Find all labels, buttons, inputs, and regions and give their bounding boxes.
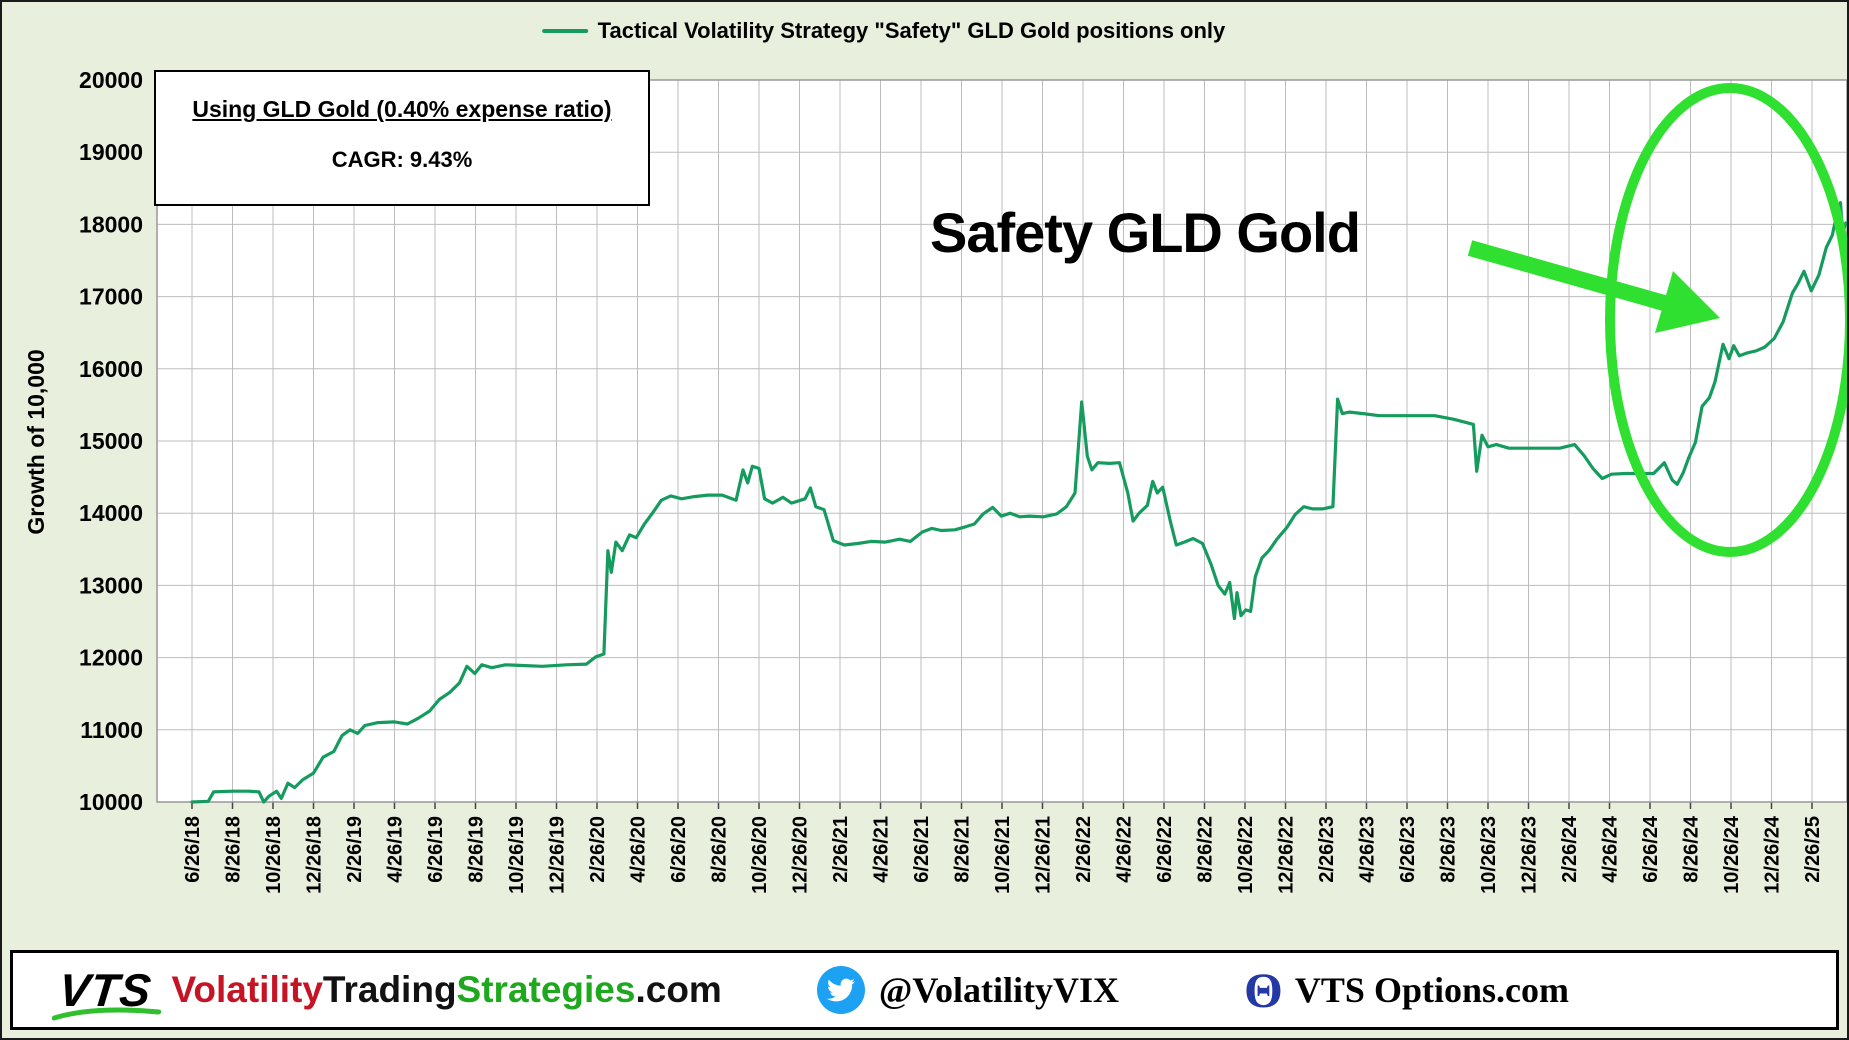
safety-gld-callout: Safety GLD Gold [930,201,1361,264]
x-tick-label: 2/26/19 [344,816,366,883]
y-tick-label: 19000 [79,139,143,165]
x-tick-label: 8/26/18 [223,816,245,883]
x-tick-label: 2/26/22 [1073,816,1095,883]
x-tick-label: 4/26/23 [1357,816,1379,883]
y-tick-label: 12000 [79,645,143,671]
x-tick-label: 12/26/23 [1519,816,1541,894]
y-tick-label: 20000 [79,67,143,93]
footer-bar: VTS VolatilityTradingStrategies.com @Vol… [10,950,1839,1030]
x-tick-label: 12/26/19 [547,816,569,894]
y-tick-label: 13000 [79,572,143,598]
twitter-link-group[interactable]: @VolatilityVIX [816,966,1119,1014]
y-tick-label: 15000 [79,428,143,454]
y-tick-label: 14000 [79,500,143,526]
x-tick-label: 4/26/22 [1114,816,1136,883]
theta-icon: Θ [1244,962,1283,1018]
site-name-dotcom: .com [635,969,722,1010]
twitter-icon [816,966,865,1014]
x-tick-label: 6/26/21 [911,816,933,883]
options-site-label: VTS Options.com [1294,970,1569,1010]
twitter-handle: @VolatilityVIX [878,970,1119,1010]
x-tick-label: 2/26/23 [1316,816,1338,883]
x-tick-label: 6/26/22 [1154,816,1176,883]
annotation-arrow-head [1655,271,1720,333]
legend-label: Tactical Volatility Strategy "Safety" GL… [597,18,1226,43]
twitter-bird-icon [826,978,855,1002]
plot-border [156,79,1847,803]
vts-logo: VTS [51,964,162,1021]
x-tick-label: 2/26/20 [587,816,609,883]
x-tick-label: 12/26/22 [1276,816,1298,894]
site-name-volatility: Volatility [171,969,323,1010]
site-name-link[interactable]: VolatilityTradingStrategies.com [171,969,721,1011]
strategy-info-box: Using GLD Gold (0.40% expense ratio) CAG… [154,70,650,206]
x-tick-label: 4/26/24 [1600,815,1622,883]
y-tick-label: 10000 [79,789,143,815]
x-tick-label: 10/26/21 [992,816,1014,894]
y-axis-title: Growth of 10,000 [23,349,49,534]
highlight-ellipse [1605,83,1847,557]
x-tick-label: 2/26/21 [830,816,852,883]
x-tick-label: 12/26/24 [1762,815,1784,894]
info-box-title: Using GLD Gold (0.40% expense ratio) [192,96,612,122]
y-tick-label: 16000 [79,356,143,382]
x-tick-label: 8/26/24 [1681,815,1703,883]
x-tick-label: 10/26/20 [749,816,771,894]
x-tick-label: 4/26/19 [385,816,407,883]
x-tick-label: 6/26/23 [1397,816,1419,883]
x-tick-label: 2/26/24 [1559,815,1581,883]
x-tick-label: 4/26/21 [871,816,893,883]
x-tick-label: 8/26/23 [1438,816,1460,883]
info-box-cagr: CAGR: 9.43% [331,147,473,172]
y-tick-label: 17000 [79,284,143,310]
x-tick-label: 12/26/20 [790,816,812,894]
x-tick-label: 10/26/22 [1235,816,1257,894]
x-tick-label: 4/26/20 [628,816,650,883]
x-tick-label: 6/26/18 [182,816,204,883]
x-tick-label: 10/26/19 [506,816,528,894]
x-tick-label: 8/26/22 [1195,816,1217,883]
x-tick-label: 6/26/24 [1640,815,1662,883]
x-tick-label: 10/26/24 [1721,815,1743,894]
site-name-trading: Trading [322,969,457,1010]
x-tick-label: 6/26/19 [425,816,447,883]
x-tick-label: 8/26/20 [709,816,731,883]
y-tick-label: 18000 [79,211,143,237]
x-tick-label: 12/26/21 [1033,816,1055,894]
y-tick-label: 11000 [80,717,143,743]
annotation-arrow-shaft [1467,240,1667,311]
options-link-group[interactable]: Θ VTS Options.com [1244,965,1569,1015]
x-tick-label: 8/26/21 [952,816,974,883]
x-tick-label: 10/26/18 [263,816,285,894]
x-tick-label: 10/26/23 [1478,816,1500,894]
site-name-strategies: Strategies [456,969,636,1010]
x-tick-label: 6/26/20 [668,816,690,883]
x-tick-label: 12/26/18 [304,816,326,894]
vts-logo-swoosh-icon [51,1007,162,1021]
x-tick-label: 8/26/19 [466,816,488,883]
chart-legend: Tactical Volatility Strategy "Safety" GL… [541,18,1226,44]
x-tick-label: 2/26/25 [1802,816,1824,883]
legend-line-swatch [541,29,588,33]
